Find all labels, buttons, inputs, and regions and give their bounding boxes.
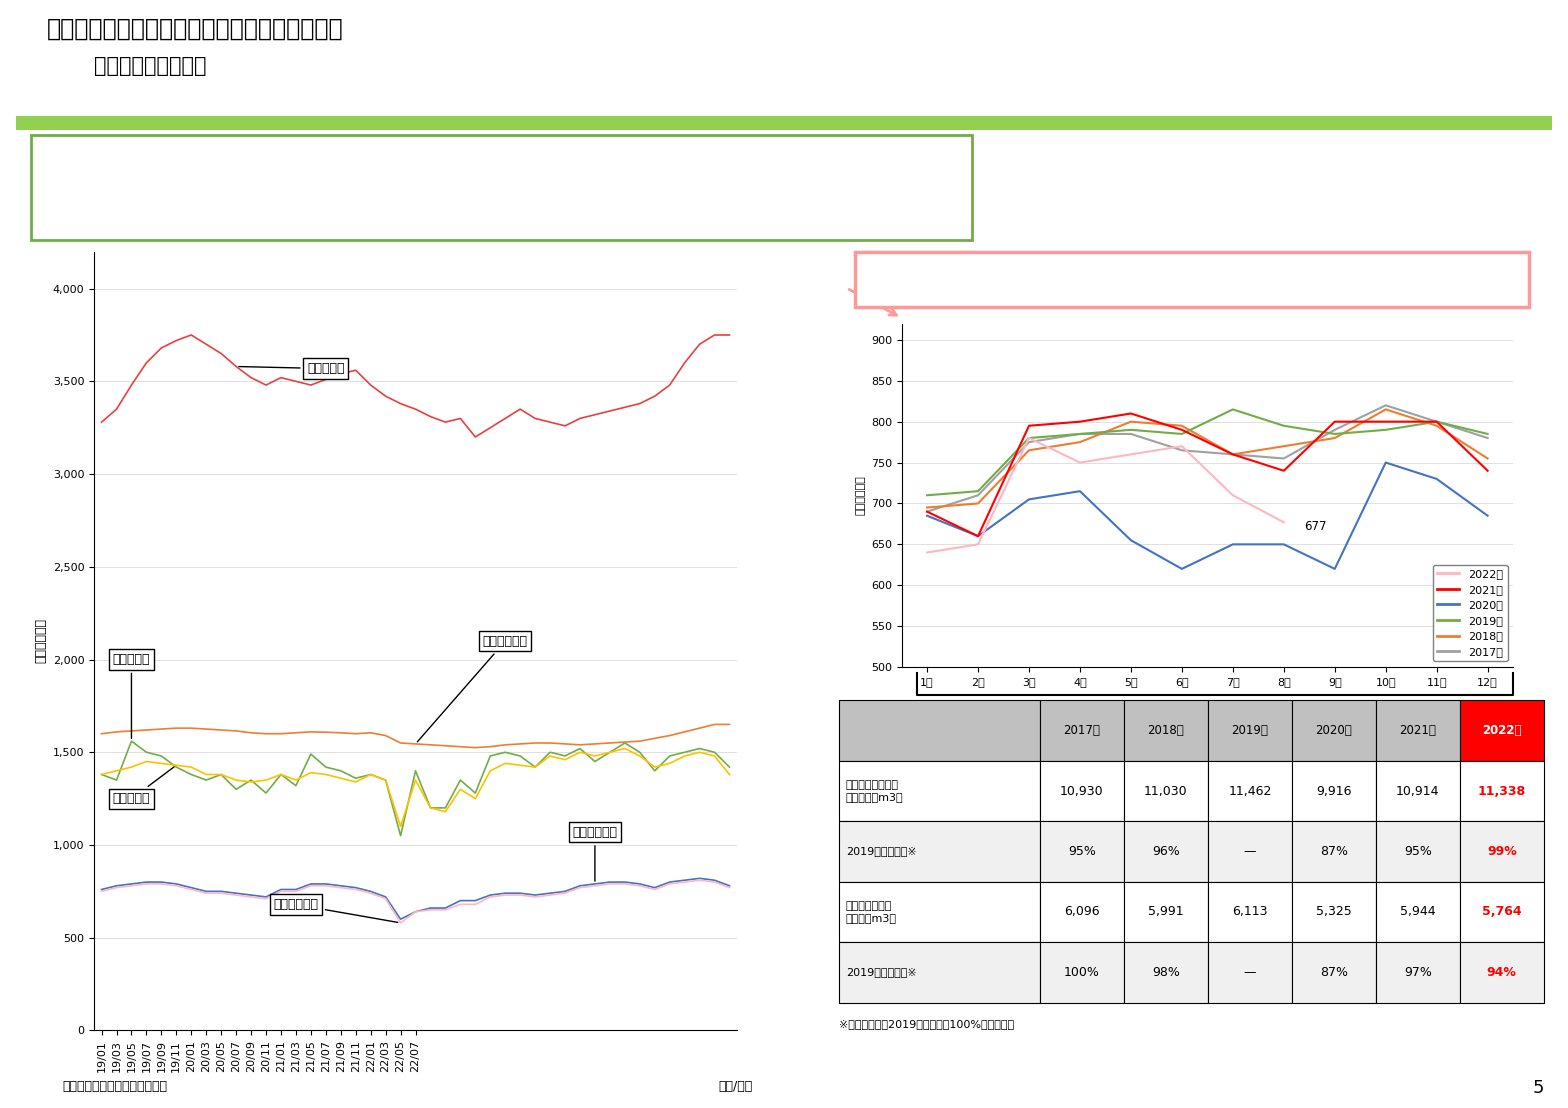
- Text: 2021年: 2021年: [1399, 724, 1436, 737]
- Bar: [1375, 942, 1460, 1003]
- Bar: [1375, 821, 1460, 882]
- Bar: [1040, 700, 1124, 761]
- Text: ・同様に製材品の出荷量は5,764千㎥（2019年比94%）。: ・同様に製材品の出荷量は5,764千㎥（2019年比94%）。: [47, 196, 348, 212]
- Text: 2020年: 2020年: [1316, 724, 1352, 737]
- Text: 5: 5: [1534, 1079, 1544, 1097]
- Text: 11,030: 11,030: [1145, 784, 1187, 798]
- Text: 95%: 95%: [1068, 845, 1096, 858]
- Text: 製材品出荷量: 製材品出荷量: [572, 825, 618, 881]
- Bar: [1292, 700, 1375, 761]
- Text: 2019年との比較※: 2019年との比較※: [847, 967, 917, 977]
- Bar: [1040, 761, 1124, 821]
- Bar: [1124, 700, 1207, 761]
- Text: 11,462: 11,462: [1228, 784, 1272, 798]
- Text: （１）製材（全国）: （１）製材（全国）: [94, 55, 207, 76]
- Bar: [1124, 821, 1207, 882]
- Text: 製材品在庫量: 製材品在庫量: [417, 635, 528, 742]
- Text: 97%: 97%: [1403, 966, 1432, 979]
- Bar: [1375, 700, 1460, 761]
- Text: 9,916: 9,916: [1316, 784, 1352, 798]
- Bar: [1460, 821, 1544, 882]
- Text: 95%: 95%: [1403, 845, 1432, 858]
- Text: 99%: 99%: [1486, 845, 1516, 858]
- Text: 原木消費量: 原木消費量: [113, 767, 174, 806]
- Bar: [839, 761, 1040, 821]
- Text: ※コロナ禍前の2019年の数値を100%とした比較: ※コロナ禍前の2019年の数値を100%とした比較: [839, 1019, 1014, 1029]
- Text: 原木入荷量: 原木入荷量: [113, 654, 151, 738]
- Bar: [1124, 882, 1207, 942]
- Bar: [1460, 942, 1544, 1003]
- Bar: [1375, 882, 1460, 942]
- Bar: [1040, 942, 1124, 1003]
- Bar: [1460, 700, 1544, 761]
- Bar: [1375, 761, 1460, 821]
- Text: 製材品出荷量の月別推移（全国）: 製材品出荷量の月別推移（全国）: [1112, 269, 1272, 288]
- Bar: [1460, 761, 1544, 821]
- Bar: [839, 700, 1040, 761]
- Text: 94%: 94%: [1486, 966, 1516, 979]
- Text: 2019年との比較※: 2019年との比較※: [847, 847, 917, 856]
- Text: 6,096: 6,096: [1065, 905, 1099, 919]
- Text: 11,338: 11,338: [1477, 784, 1526, 798]
- Text: 5,944: 5,944: [1400, 905, 1436, 919]
- Text: —: —: [1243, 845, 1256, 858]
- Bar: [1292, 761, 1375, 821]
- Text: 10,930: 10,930: [1060, 784, 1104, 798]
- Text: 製材品生産量: 製材品生産量: [273, 899, 398, 922]
- Text: 2019年: 2019年: [1231, 724, 1269, 737]
- Text: ２　工場の原木等の入荷、製品の生産等の動向: ２ 工場の原木等の入荷、製品の生産等の動向: [47, 17, 343, 41]
- Text: 677: 677: [1305, 520, 1327, 533]
- Bar: [1292, 942, 1375, 1003]
- Bar: [1292, 882, 1375, 942]
- Text: 6,113: 6,113: [1232, 905, 1267, 919]
- Bar: [1460, 882, 1544, 942]
- Bar: [1124, 942, 1207, 1003]
- Bar: [1207, 821, 1292, 882]
- Bar: [839, 942, 1040, 1003]
- Text: 2022年: 2022年: [1482, 724, 1521, 737]
- Y-axis label: 数量（千㎥）: 数量（千㎥）: [855, 475, 866, 515]
- Bar: [839, 882, 1040, 942]
- Text: １～８月出荷量
合計（千m3）: １～８月出荷量 合計（千m3）: [847, 901, 897, 923]
- Text: ・2022年１～８月の原木の入荷量は11,338千㎥（2019年比99%）。: ・2022年１～８月の原木の入荷量は11,338千㎥（2019年比99%）。: [47, 152, 419, 167]
- Text: 98%: 98%: [1152, 966, 1179, 979]
- Bar: [1040, 882, 1124, 942]
- Text: 5,991: 5,991: [1148, 905, 1184, 919]
- Bar: [1292, 821, 1375, 882]
- Text: 10,914: 10,914: [1396, 784, 1439, 798]
- Bar: [1207, 761, 1292, 821]
- Text: 100%: 100%: [1065, 966, 1099, 979]
- Y-axis label: 数量（千㎥）: 数量（千㎥）: [34, 618, 47, 664]
- Bar: [1207, 700, 1292, 761]
- Legend: 2022年, 2021年, 2020年, 2019年, 2018年, 2017年: 2022年, 2021年, 2020年, 2019年, 2018年, 2017年: [1433, 565, 1507, 661]
- Text: （年/月）: （年/月）: [718, 1080, 753, 1094]
- Bar: [839, 821, 1040, 882]
- Text: １～８月原木入荷
量合計（千m3）: １～８月原木入荷 量合計（千m3）: [847, 780, 903, 802]
- Text: 5,764: 5,764: [1482, 905, 1521, 919]
- Text: 資料：農林水産省「製材統計」: 資料：農林水産省「製材統計」: [63, 1080, 168, 1094]
- Text: 2017年: 2017年: [1063, 724, 1101, 737]
- Text: 原木在庫量: 原木在庫量: [238, 362, 345, 376]
- Bar: [1207, 882, 1292, 942]
- Bar: [1040, 821, 1124, 882]
- Bar: [1207, 942, 1292, 1003]
- Text: 2018年: 2018年: [1148, 724, 1184, 737]
- Text: 87%: 87%: [1320, 966, 1348, 979]
- Text: 96%: 96%: [1152, 845, 1179, 858]
- Text: 5,325: 5,325: [1316, 905, 1352, 919]
- Text: 87%: 87%: [1320, 845, 1348, 858]
- Bar: [1124, 761, 1207, 821]
- Text: —: —: [1243, 966, 1256, 979]
